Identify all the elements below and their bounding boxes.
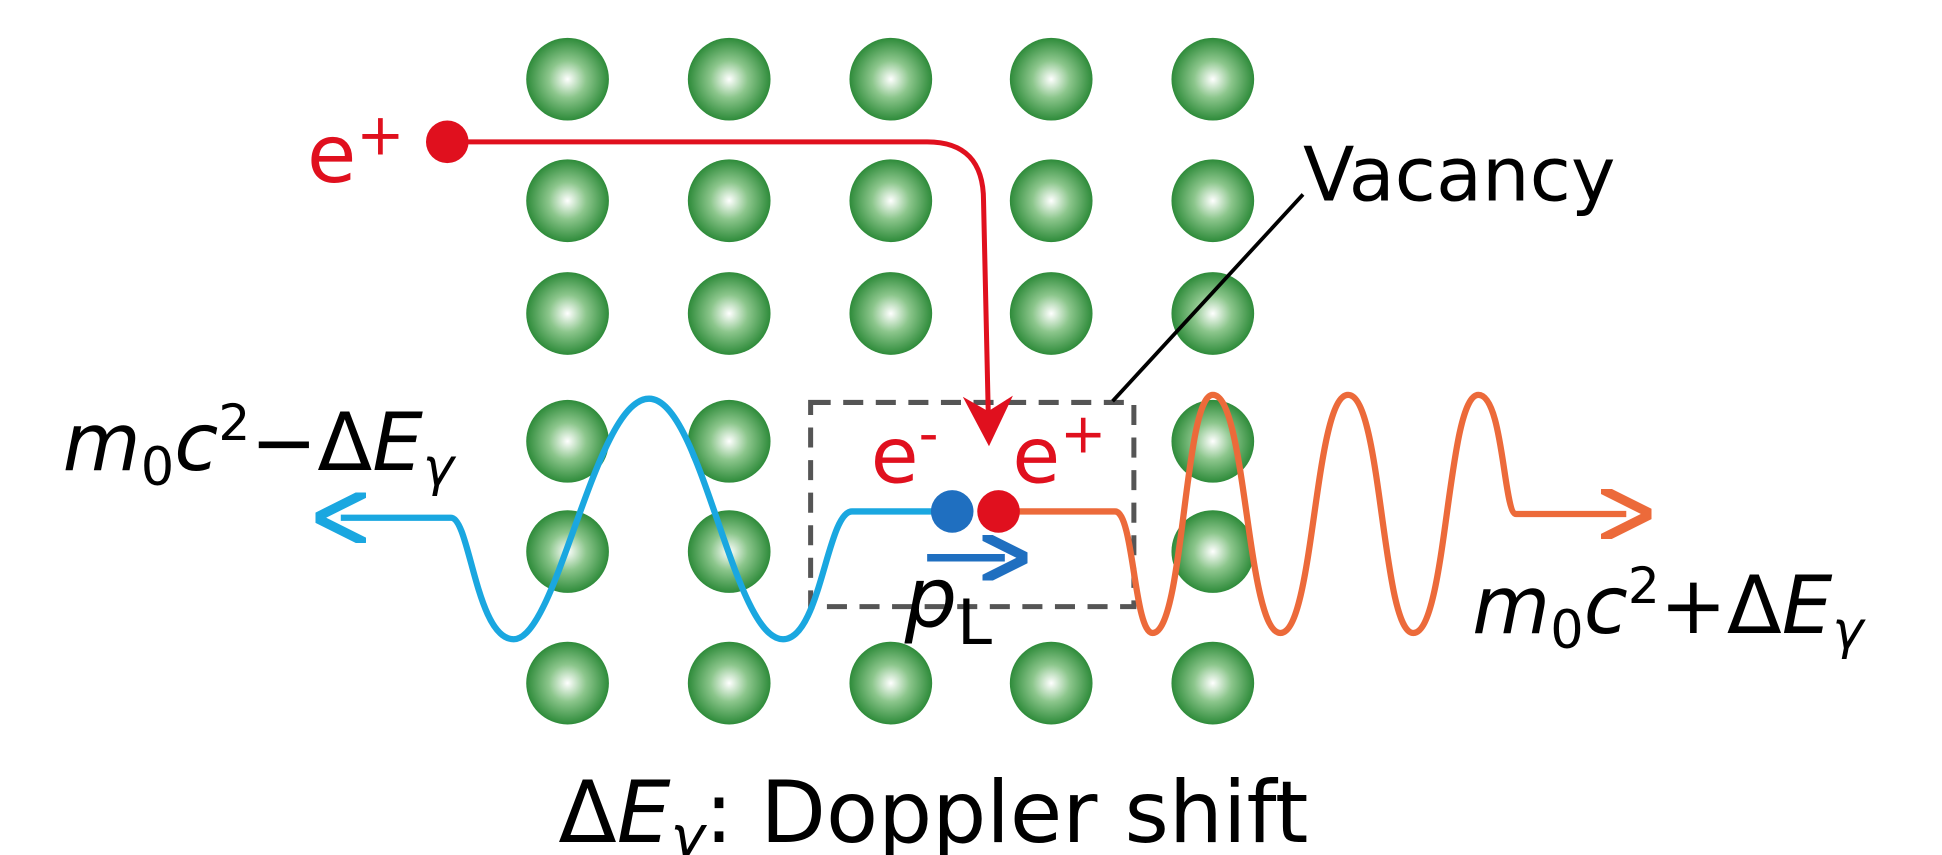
atom: [526, 38, 609, 121]
text: e: [1012, 412, 1060, 502]
text: c: [174, 396, 218, 489]
text: 0: [1550, 600, 1583, 661]
gamma-ray-left: [341, 399, 952, 640]
atom: [849, 38, 932, 121]
text: c: [1584, 559, 1628, 652]
text: 2: [1628, 556, 1660, 615]
text: γ: [671, 804, 708, 855]
atom: [1171, 38, 1254, 121]
text: −Δ: [250, 396, 372, 489]
positron-dot: [426, 121, 469, 164]
text: e: [871, 412, 919, 502]
text: L: [957, 586, 992, 659]
atom: [688, 38, 771, 121]
text: m: [1472, 559, 1550, 652]
pair-positron-label: e+: [1012, 402, 1106, 502]
text: γ: [1832, 600, 1866, 661]
caption: ΔEγ: Doppler shift: [558, 764, 1308, 855]
electron-label: e-: [871, 402, 939, 502]
text: 0: [141, 437, 174, 498]
atom: [1171, 159, 1254, 242]
atom: [849, 272, 932, 355]
atom: [1171, 272, 1254, 355]
text: E: [372, 396, 423, 489]
atom: [1010, 38, 1093, 121]
text: -: [919, 402, 939, 466]
text: +: [1060, 402, 1106, 466]
text: E: [1782, 559, 1833, 652]
text: : Doppler shift: [705, 764, 1309, 855]
atom: [1171, 642, 1254, 725]
diagram: e+ Vacancy e- e+ pL m0c2−ΔEγ m0c2+ΔEγ ΔE…: [0, 0, 1942, 855]
text: γ: [423, 437, 457, 498]
text: p: [904, 550, 957, 647]
text: +Δ: [1660, 559, 1782, 652]
atom: [849, 159, 932, 242]
atom: [688, 642, 771, 725]
electron-dot: [931, 490, 974, 533]
atom: [1010, 272, 1093, 355]
atom: [526, 159, 609, 242]
momentum-label: pL: [904, 550, 993, 660]
positron-label: e+: [307, 101, 405, 201]
atom: [688, 272, 771, 355]
atom: [1010, 159, 1093, 242]
text: e: [307, 108, 356, 201]
right-energy: m0c2+ΔEγ: [1472, 556, 1866, 661]
text: E: [617, 764, 671, 855]
atom: [1010, 642, 1093, 725]
text: 2: [218, 393, 250, 452]
left-energy: m0c2−ΔEγ: [63, 393, 457, 498]
atom: [688, 159, 771, 242]
page: {"positron_label": ["e", "+"], "vacancy_…: [0, 0, 1942, 855]
text: +: [356, 101, 404, 168]
vacancy-label: Vacancy: [1303, 131, 1615, 219]
atom: [526, 642, 609, 725]
atom: [849, 642, 932, 725]
text: Δ: [558, 764, 616, 855]
atom: [526, 272, 609, 355]
text: m: [63, 396, 141, 489]
